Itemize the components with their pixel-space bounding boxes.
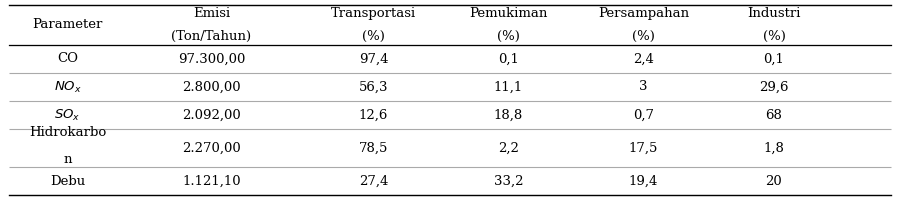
Text: CO: CO <box>57 52 78 65</box>
Text: (%): (%) <box>362 30 385 43</box>
Text: 68: 68 <box>766 109 782 121</box>
Text: (%): (%) <box>762 30 786 43</box>
Text: (Ton/Tahun): (Ton/Tahun) <box>171 30 252 43</box>
Text: 11,1: 11,1 <box>494 81 523 93</box>
Text: 18,8: 18,8 <box>494 109 523 121</box>
Text: 33,2: 33,2 <box>494 174 523 188</box>
Text: (%): (%) <box>497 30 520 43</box>
Text: 17,5: 17,5 <box>629 141 658 155</box>
Text: 2.270,00: 2.270,00 <box>182 141 241 155</box>
Text: 97,4: 97,4 <box>359 52 388 65</box>
Text: 56,3: 56,3 <box>359 81 388 93</box>
Text: (%): (%) <box>632 30 655 43</box>
Text: 2.800,00: 2.800,00 <box>182 81 241 93</box>
Text: Hidrokarbo: Hidrokarbo <box>29 126 106 139</box>
Text: Debu: Debu <box>50 174 86 188</box>
Text: 0,7: 0,7 <box>633 109 654 121</box>
Text: Persampahan: Persampahan <box>598 7 689 20</box>
Text: 2,4: 2,4 <box>633 52 654 65</box>
Text: Parameter: Parameter <box>32 18 103 32</box>
Text: $SO_x$: $SO_x$ <box>54 107 81 123</box>
Text: 1,8: 1,8 <box>763 141 785 155</box>
Text: 2,2: 2,2 <box>498 141 519 155</box>
Text: 20: 20 <box>766 174 782 188</box>
Text: 2.092,00: 2.092,00 <box>182 109 241 121</box>
Text: 78,5: 78,5 <box>359 141 388 155</box>
Text: Industri: Industri <box>747 7 801 20</box>
Text: Pemukiman: Pemukiman <box>469 7 548 20</box>
Text: 0,1: 0,1 <box>763 52 785 65</box>
Text: 27,4: 27,4 <box>359 174 388 188</box>
Text: 29,6: 29,6 <box>760 81 788 93</box>
Text: Transportasi: Transportasi <box>331 7 416 20</box>
Text: 12,6: 12,6 <box>359 109 388 121</box>
Text: 0,1: 0,1 <box>498 52 519 65</box>
Text: Emisi: Emisi <box>193 7 230 20</box>
Text: 97.300,00: 97.300,00 <box>178 52 245 65</box>
Text: 1.121,10: 1.121,10 <box>182 174 241 188</box>
Text: 19,4: 19,4 <box>629 174 658 188</box>
Text: n: n <box>63 153 72 166</box>
Text: $NO_x$: $NO_x$ <box>54 79 81 95</box>
Text: 3: 3 <box>639 81 648 93</box>
